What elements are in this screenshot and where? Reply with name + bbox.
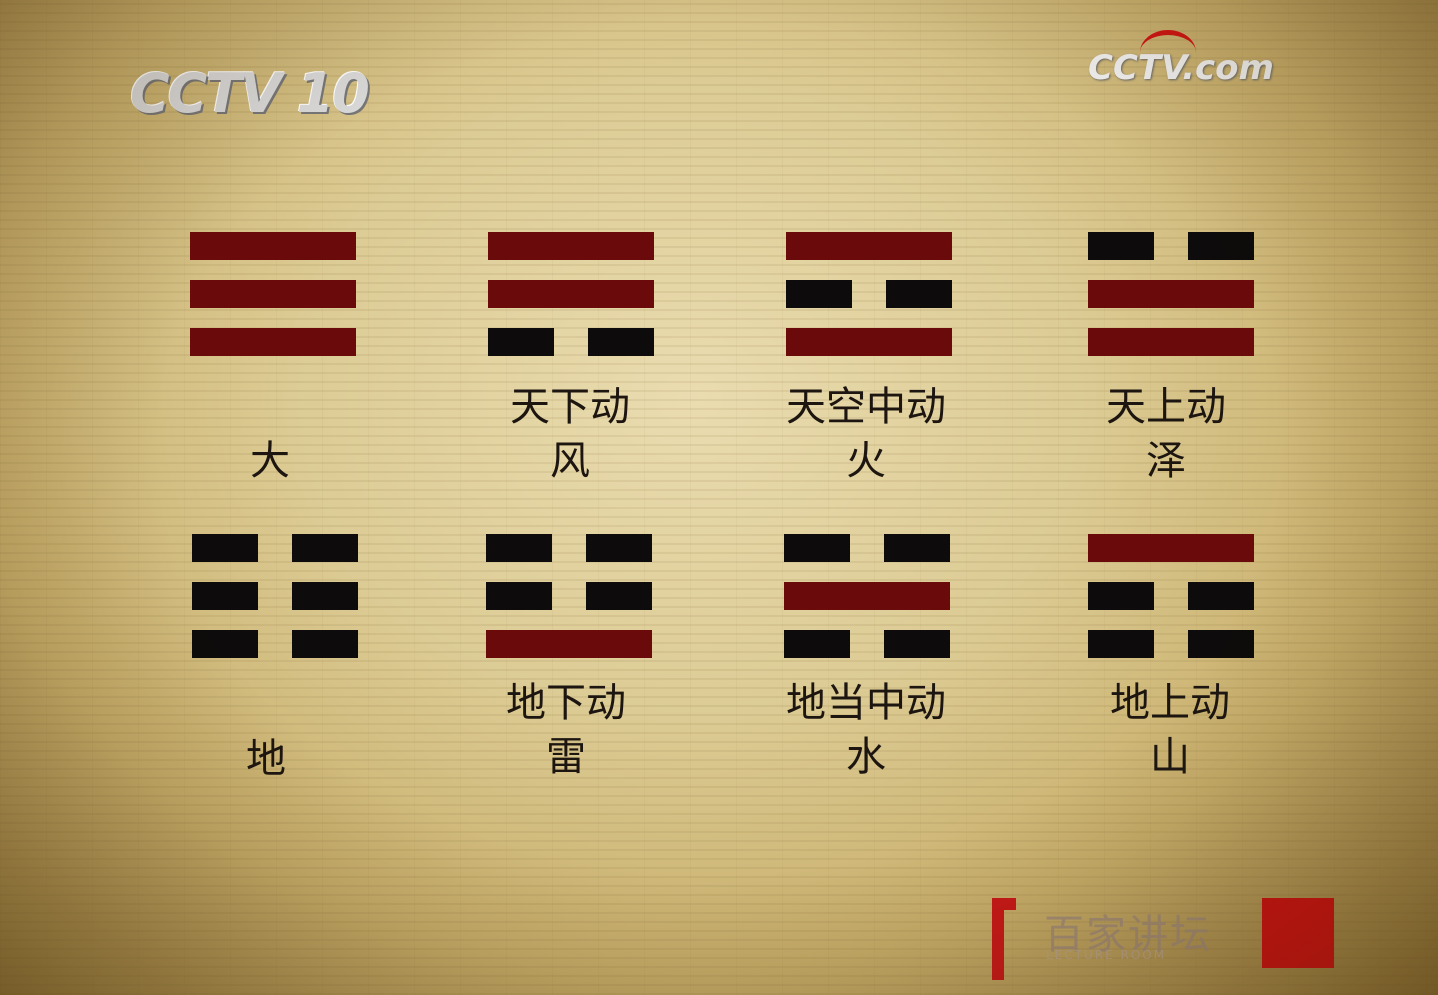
label-line: 天下动 xyxy=(510,384,630,430)
trigram-line xyxy=(1088,582,1254,610)
label-line: 地 xyxy=(246,736,286,782)
trigram-label-4: 天上动 泽 xyxy=(1046,380,1286,488)
trigram-line xyxy=(1088,534,1254,562)
cctv10-logo: CCTV 10 xyxy=(130,62,370,125)
trigram-line xyxy=(784,582,950,610)
trigram-line xyxy=(1088,328,1254,356)
label-line: 火 xyxy=(846,438,886,484)
trigram-label-7: 地当中动 水 xyxy=(746,676,986,784)
cctv-com-logo: CCTV.com xyxy=(1088,30,1274,88)
red-square-icon xyxy=(1262,898,1334,968)
label-line: 地下动 xyxy=(506,680,626,726)
label-line: 地当中动 xyxy=(786,680,946,726)
label-line: 泽 xyxy=(1146,438,1186,484)
bracket-icon xyxy=(992,898,1016,980)
trigram-line xyxy=(486,534,652,562)
trigram-line xyxy=(192,630,358,658)
trigram-label-8: 地上动 山 xyxy=(1050,676,1290,784)
logo-swoosh-icon xyxy=(1140,30,1196,75)
trigram-line xyxy=(192,534,358,562)
lecture-room-logo: 百家讲坛 LECTURE ROOM xyxy=(992,898,1336,980)
trigram-line xyxy=(786,280,952,308)
trigram-line xyxy=(486,582,652,610)
trigram-line xyxy=(786,328,952,356)
trigram-line xyxy=(786,232,952,260)
brand-title: 百家讲坛 xyxy=(1044,912,1212,958)
brand-subtitle: LECTURE ROOM xyxy=(1046,948,1167,962)
trigram-line xyxy=(784,534,950,562)
trigram-line xyxy=(486,630,652,658)
label-line: 天空中动 xyxy=(786,384,946,430)
label-line: 水 xyxy=(846,734,886,780)
trigram-label-6: 地下动 雷 xyxy=(446,676,686,784)
trigram-line xyxy=(190,280,356,308)
trigram-label-1: 大 xyxy=(150,434,390,488)
trigram-line xyxy=(488,328,654,356)
label-line: 地上动 xyxy=(1110,680,1230,726)
trigram-line xyxy=(1088,630,1254,658)
label-line: 雷 xyxy=(546,734,586,780)
trigram-line xyxy=(784,630,950,658)
trigram-line xyxy=(488,232,654,260)
label-line: 大 xyxy=(250,438,290,484)
trigram-line xyxy=(190,232,356,260)
trigram-line xyxy=(488,280,654,308)
label-line: 天上动 xyxy=(1106,384,1226,430)
trigram-label-2: 天下动 风 xyxy=(450,380,690,488)
trigram-label-5: 地 xyxy=(146,732,386,786)
trigram-line xyxy=(190,328,356,356)
trigram-label-3: 天空中动 火 xyxy=(746,380,986,488)
trigram-line xyxy=(1088,280,1254,308)
trigram-line xyxy=(192,582,358,610)
trigram-line xyxy=(1088,232,1254,260)
label-line: 风 xyxy=(550,438,590,484)
label-line: 山 xyxy=(1150,734,1190,780)
